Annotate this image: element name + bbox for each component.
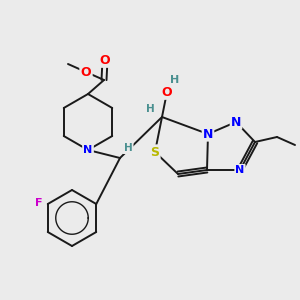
Text: N: N — [203, 128, 213, 140]
Text: N: N — [83, 145, 93, 155]
Text: O: O — [162, 85, 172, 98]
Text: F: F — [35, 198, 43, 208]
Text: O: O — [81, 65, 91, 79]
Text: O: O — [162, 85, 172, 98]
Text: S: S — [151, 146, 160, 158]
Text: H: H — [170, 75, 180, 85]
Text: N: N — [83, 145, 93, 155]
Text: O: O — [100, 53, 110, 67]
Text: H: H — [170, 75, 180, 85]
Text: H: H — [124, 143, 132, 153]
Text: O: O — [100, 53, 110, 67]
Text: N: N — [231, 116, 241, 128]
Text: O: O — [81, 65, 91, 79]
Text: N: N — [236, 165, 244, 175]
Text: H: H — [146, 104, 154, 114]
Text: F: F — [35, 198, 43, 208]
Text: H: H — [124, 143, 132, 153]
Text: H: H — [146, 104, 154, 114]
